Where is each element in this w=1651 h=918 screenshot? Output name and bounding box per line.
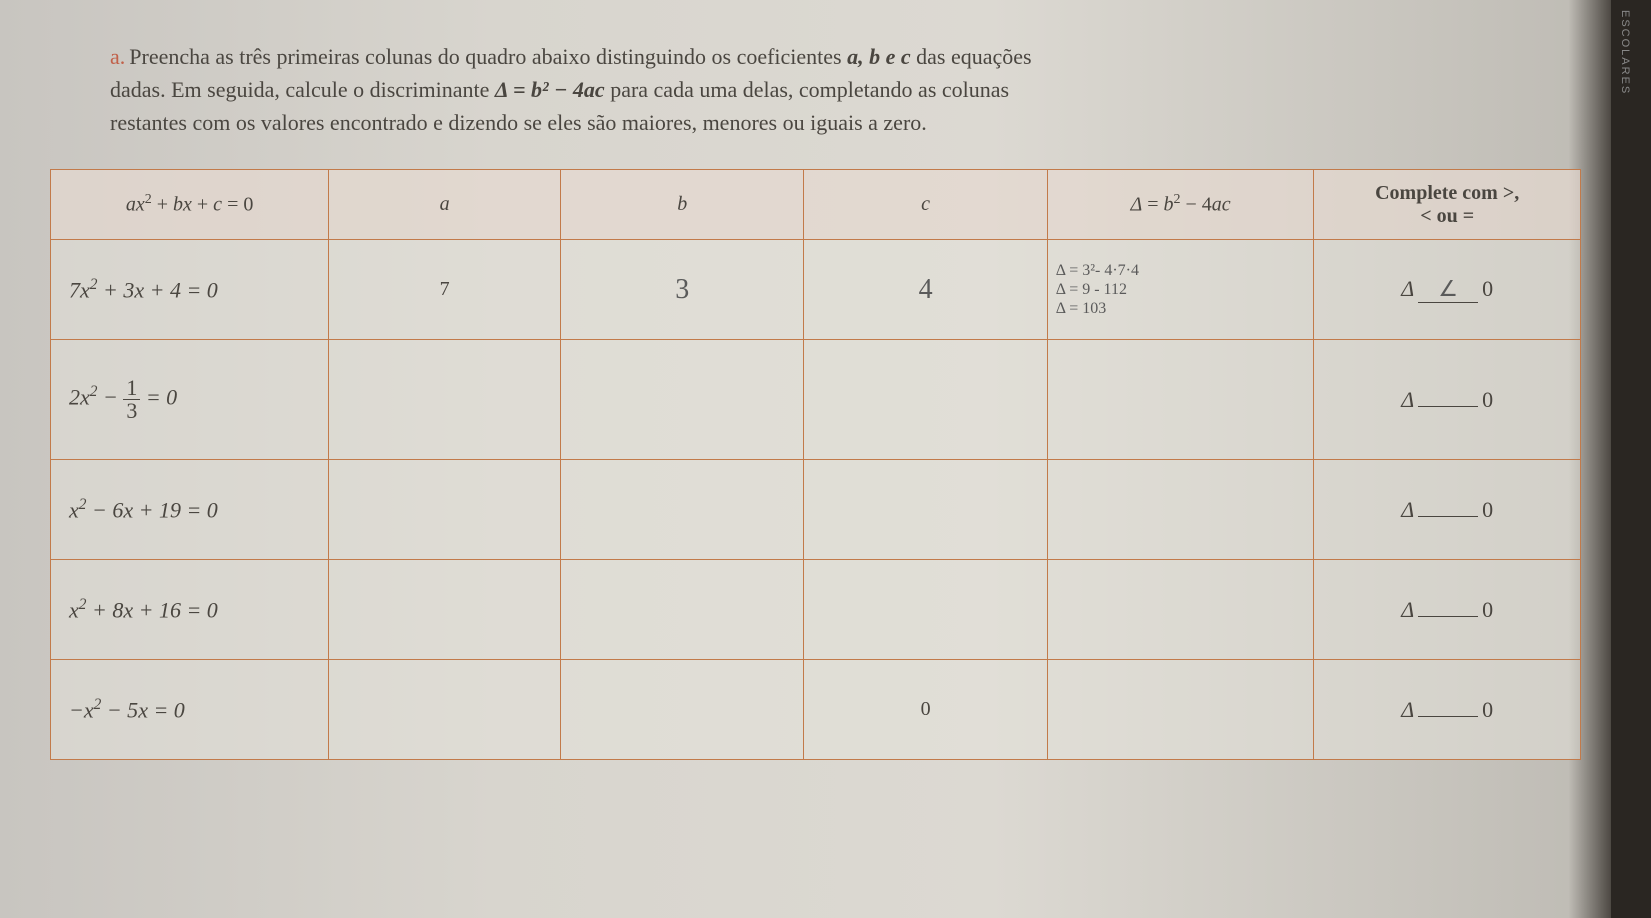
coef-c-cell[interactable] [804,340,1047,460]
blank-line[interactable] [1418,516,1478,517]
equation-cell: 7x2 + 3x + 4 = 0 [51,240,329,340]
question-text-block: a. Preencha as três primeiras colunas do… [50,40,1581,139]
book-spine: ESCOLARES [1611,0,1651,918]
delta-symbol: Δ [1401,276,1414,301]
question-vars: a, b e c [847,44,911,69]
delta-symbol: Δ [1401,497,1414,522]
zero-label: 0 [1482,497,1493,522]
discriminant-cell[interactable] [1047,660,1314,760]
handwritten-answer: ∠ [1418,276,1478,303]
discriminant-cell[interactable] [1047,340,1314,460]
compare-cell[interactable]: Δ∠0 [1314,240,1581,340]
equation-cell: x2 − 6x + 19 = 0 [51,460,329,560]
header-a: a [329,170,561,240]
header-complete: Complete com >, < ou = [1314,170,1581,240]
equation-cell: x2 + 8x + 16 = 0 [51,560,329,660]
question-label: a. [110,44,125,69]
zero-label: 0 [1482,697,1493,722]
question-line1b: das equações [911,44,1032,69]
coef-b-cell[interactable] [560,660,803,760]
coef-c-cell[interactable] [804,560,1047,660]
header-c: c [804,170,1047,240]
blank-line[interactable] [1418,616,1478,617]
table-row: −x2 − 5x = 00Δ0 [51,660,1581,760]
header-b: b [560,170,803,240]
zero-label: 0 [1482,276,1493,301]
delta-symbol: Δ [1401,697,1414,722]
coef-b-cell[interactable] [560,560,803,660]
blank-line[interactable] [1418,716,1478,717]
spine-label: ESCOLARES [1611,0,1631,95]
coef-c-cell[interactable] [804,460,1047,560]
coef-c-cell[interactable]: 4 [804,240,1047,340]
question-line1: Preencha as três primeiras colunas do qu… [129,44,847,69]
question-line3: restantes com os valores encontrado e di… [110,106,1541,139]
equation-cell: 2x2 − 13 = 0 [51,340,329,460]
delta-symbol: Δ [1401,597,1414,622]
compare-cell[interactable]: Δ0 [1314,340,1581,460]
coef-b-cell[interactable] [560,340,803,460]
table-row: 2x2 − 13 = 0Δ0 [51,340,1581,460]
equation-cell: −x2 − 5x = 0 [51,660,329,760]
table-row: x2 − 6x + 19 = 0Δ0 [51,460,1581,560]
compare-cell[interactable]: Δ0 [1314,660,1581,760]
coef-b-cell[interactable] [560,460,803,560]
discriminant-cell[interactable] [1047,460,1314,560]
compare-cell[interactable]: Δ0 [1314,560,1581,660]
delta-symbol: Δ [1401,387,1414,412]
coef-b-cell[interactable]: 3 [560,240,803,340]
blank-line[interactable] [1418,406,1478,407]
coef-a-cell[interactable]: 7 [329,240,561,340]
zero-label: 0 [1482,597,1493,622]
table-header-row: ax2 + bx + c = 0 a b c Δ = b2 − 4ac Comp… [51,170,1581,240]
coef-c-cell[interactable]: 0 [804,660,1047,760]
question-line2: dadas. Em seguida, calcule o discriminan… [110,73,1541,106]
compare-cell[interactable]: Δ0 [1314,460,1581,560]
zero-label: 0 [1482,387,1493,412]
discriminant-cell[interactable] [1047,560,1314,660]
coef-a-cell[interactable] [329,460,561,560]
coef-a-cell[interactable] [329,560,561,660]
discriminant-cell[interactable]: Δ = 3²- 4·7·4Δ = 9 - 112Δ = 103 [1047,240,1314,340]
exercise-table: ax2 + bx + c = 0 a b c Δ = b2 − 4ac Comp… [50,169,1581,760]
coef-a-cell[interactable] [329,660,561,760]
table-row: x2 + 8x + 16 = 0Δ0 [51,560,1581,660]
table-row: 7x2 + 3x + 4 = 0734Δ = 3²- 4·7·4Δ = 9 - … [51,240,1581,340]
header-delta: Δ = b2 − 4ac [1047,170,1314,240]
header-equation: ax2 + bx + c = 0 [51,170,329,240]
table-body: 7x2 + 3x + 4 = 0734Δ = 3²- 4·7·4Δ = 9 - … [51,240,1581,760]
coef-a-cell[interactable] [329,340,561,460]
